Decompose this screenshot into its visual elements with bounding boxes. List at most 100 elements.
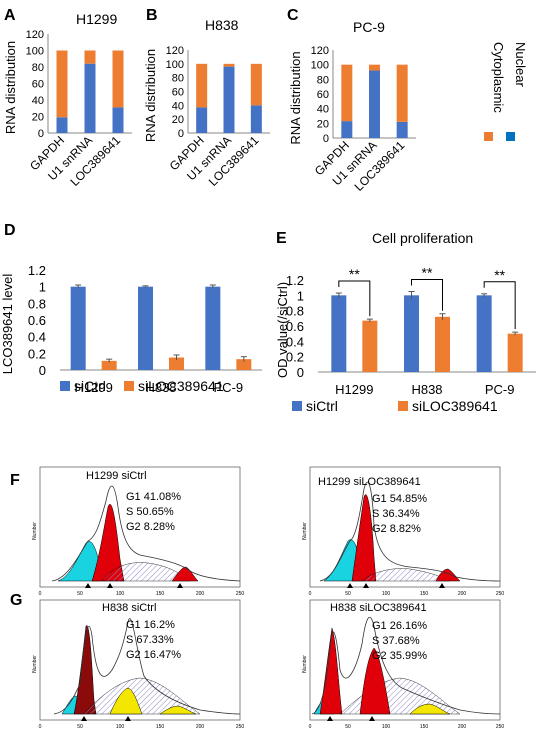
flow-histogram-h838-siloc xyxy=(309,599,501,721)
bar-E-sictrl xyxy=(404,295,419,372)
bar-B-nuclear xyxy=(196,107,208,133)
flow-y-axis-label: Number xyxy=(32,522,38,540)
bar-C-nuclear xyxy=(341,121,353,138)
legend-abc: Cytoplasmic Nuclear xyxy=(484,42,528,141)
flow-x-tick-label: 150 xyxy=(420,724,429,730)
flow-histogram-h1299-siloc xyxy=(309,466,501,588)
flow-x-tick-label: 200 xyxy=(196,591,205,597)
flow-x-tick-label: 100 xyxy=(116,591,125,597)
y-tick-label-A: 80 xyxy=(32,62,44,74)
y-tick-label-E: 0.2 xyxy=(286,350,304,365)
panel-letter-d: D xyxy=(4,222,16,239)
y-tick-label-B: 60 xyxy=(172,87,184,99)
legend-swatch-E-sictrl xyxy=(292,401,302,411)
x-tick-label-D: PC-9 xyxy=(214,380,244,395)
flow-x-tick-label: 250 xyxy=(236,724,245,730)
y-tick-label-A: 20 xyxy=(32,112,44,124)
flow-x-tick-label: 50 xyxy=(77,724,83,730)
chart-title-C: PC-9 xyxy=(353,19,385,35)
legend-label-E-sictrl: siCtrl xyxy=(306,398,338,414)
panel-letter-f: F xyxy=(10,472,20,489)
x-tick-label-E: H1299 xyxy=(335,382,373,397)
y-tick-label-D: 0.2 xyxy=(28,346,46,361)
panel-letter-b: B xyxy=(146,7,158,24)
bar-E-siloc389641 xyxy=(507,333,523,372)
y-tick-label-E: 1.2 xyxy=(286,273,304,288)
flow-sample-label: H838 siLOC389641 xyxy=(330,602,427,614)
bar-C-cytoplasmic xyxy=(341,64,353,122)
y-tick-label-E: 0.4 xyxy=(286,334,304,349)
y-tick-label-B: 40 xyxy=(172,100,184,112)
significance-marker-E: ** xyxy=(494,267,505,283)
y-axis-label-B: RNA distribution xyxy=(143,49,158,142)
y-tick-label-B: 120 xyxy=(166,45,184,57)
x-tick-label-E: PC-9 xyxy=(485,382,515,397)
x-tick-label-D: H1299 xyxy=(75,380,113,395)
panel-letter-c: C xyxy=(287,7,299,24)
panel-letter-a: A xyxy=(4,7,16,24)
legend-label-D-siloc: siLOC389641 xyxy=(138,378,224,394)
flow-x-tick-label: 150 xyxy=(156,724,165,730)
bar-D-siloc389641 xyxy=(169,357,184,370)
y-tick-label-C: 60 xyxy=(317,89,329,101)
bar-C-cytoplasmic xyxy=(396,64,408,122)
bar-A-nuclear xyxy=(84,63,96,134)
flow-sample-label: H838 siCtrl xyxy=(102,602,156,614)
flow-g2-percent: G2 8.82% xyxy=(372,523,421,535)
flow-s-percent: S 36.34% xyxy=(372,508,420,520)
flow-x-tick-label: 250 xyxy=(496,591,505,597)
flow-x-tick-label: 100 xyxy=(116,724,125,730)
y-tick-label-E: 1 xyxy=(297,288,304,303)
panel-letter-g: G xyxy=(10,592,22,609)
flow-x-tick-label: 50 xyxy=(77,591,83,597)
panel-letter-e: E xyxy=(276,230,287,247)
flow-histogram-h1299-sictrl xyxy=(39,466,241,588)
bar-D-siloc389641 xyxy=(101,360,117,370)
flow-x-tick-label: 250 xyxy=(236,591,245,597)
y-tick-label-D: 0.8 xyxy=(28,296,46,311)
x-tick-label-D: H838 xyxy=(145,380,176,395)
flow-g1-percent: G1 54.85% xyxy=(372,493,427,505)
bar-B-cytoplasmic xyxy=(223,63,235,67)
flow-x-tick-label: 50 xyxy=(345,591,351,597)
flow-x-tick-label: 0 xyxy=(39,724,42,730)
bar-E-siloc389641 xyxy=(435,316,450,372)
flow-g1-percent: G1 26.16% xyxy=(372,620,427,632)
flow-x-tick-label: 150 xyxy=(156,591,165,597)
flow-x-tick-label: 0 xyxy=(39,591,42,597)
y-axis-label-A: RNA distribution xyxy=(3,41,18,134)
legend-swatch-E-siloc xyxy=(398,401,408,411)
flow-g1-percent: G1 41.08% xyxy=(126,491,181,503)
legend-label-E-siloc: siLOC389641 xyxy=(412,398,498,414)
y-tick-label-A: 120 xyxy=(26,29,44,41)
flow-s-percent: S 67.33% xyxy=(126,634,174,646)
flow-y-axis-label: Number xyxy=(32,655,38,673)
bar-E-sictrl xyxy=(476,295,492,372)
y-tick-label-D: 1 xyxy=(39,280,46,295)
y-tick-label-A: 60 xyxy=(32,79,44,91)
flow-s-percent: S 50.65% xyxy=(126,506,174,518)
chart-title-A: H1299 xyxy=(76,11,117,27)
flow-g2-percent: G2 35.99% xyxy=(372,650,427,662)
y-axis-label-E: OD value(/siCtrl) xyxy=(275,282,290,378)
y-axis-label-D: LCO389641 level xyxy=(0,274,15,375)
flow-x-tick-label: 250 xyxy=(496,724,505,730)
bar-C-nuclear xyxy=(369,70,380,138)
legend-label-D-sictrl: siCtrl xyxy=(74,378,106,394)
y-tick-label-B: 80 xyxy=(172,73,184,85)
significance-bracket-E xyxy=(338,280,371,317)
y-tick-label-B: 20 xyxy=(172,114,184,126)
bar-D-sictrl xyxy=(138,286,153,370)
y-tick-label-A: 100 xyxy=(26,46,44,58)
significance-bracket-E xyxy=(483,281,516,330)
y-tick-label-C: 100 xyxy=(311,60,329,72)
significance-bracket-E xyxy=(411,279,443,311)
y-tick-label-C: 40 xyxy=(317,104,329,116)
flow-x-tick-label: 0 xyxy=(309,724,312,730)
bar-B-nuclear xyxy=(223,66,235,133)
bar-B-cytoplasmic xyxy=(250,63,262,106)
flow-x-tick-label: 0 xyxy=(309,591,312,597)
bar-C-nuclear xyxy=(396,121,408,138)
x-tick-label-E: H838 xyxy=(411,382,442,397)
bar-A-cytoplasmic xyxy=(112,50,124,108)
